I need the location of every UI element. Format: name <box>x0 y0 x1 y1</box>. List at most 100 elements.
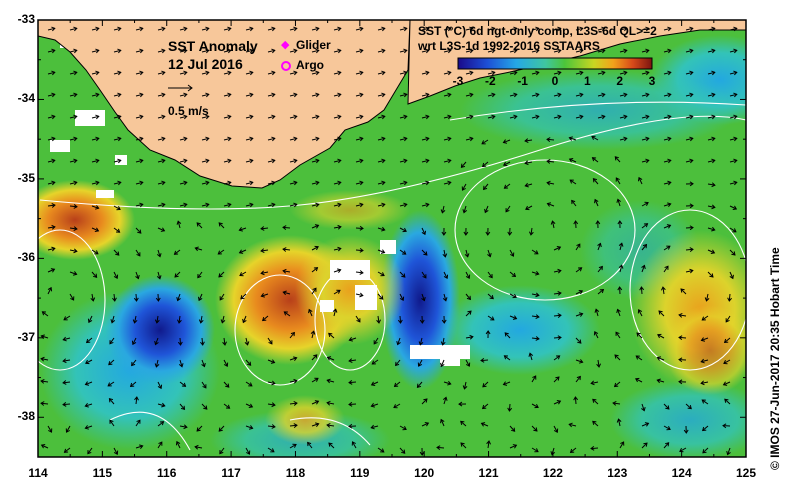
current-vector <box>442 337 445 345</box>
current-vector <box>727 447 731 455</box>
current-vector <box>135 159 143 163</box>
current-vector-head <box>487 252 492 258</box>
current-vector <box>614 156 621 163</box>
current-vector <box>663 93 671 97</box>
current-vector <box>441 205 445 213</box>
lon-tick-label: 122 <box>542 466 563 480</box>
current-vector-head <box>458 401 463 407</box>
current-vector-head <box>590 380 595 386</box>
current-vector <box>245 359 252 366</box>
current-vector <box>333 269 341 273</box>
current-vector-head <box>227 158 232 164</box>
current-vector <box>509 71 517 75</box>
current-vector-head <box>592 398 597 403</box>
current-vector-head <box>95 158 100 164</box>
current-vector-head <box>109 419 114 424</box>
current-vector <box>373 337 379 345</box>
current-vector <box>531 249 539 255</box>
current-vector <box>419 337 423 345</box>
current-vector <box>283 291 291 295</box>
current-vector-head <box>117 26 122 32</box>
current-vector <box>355 115 363 119</box>
current-vector <box>195 247 203 251</box>
current-vector-head <box>348 401 353 407</box>
current-vector-head <box>573 396 579 401</box>
current-vector <box>531 447 539 453</box>
current-vector <box>729 181 737 185</box>
current-vector-head <box>442 253 448 258</box>
current-vector-head <box>271 114 276 120</box>
lon-tick-label: 125 <box>735 466 757 480</box>
current-vector <box>619 71 627 75</box>
current-vector-head <box>351 441 356 446</box>
current-vector <box>135 137 143 141</box>
current-vector <box>724 398 731 405</box>
current-vector-head <box>183 26 188 32</box>
current-vector <box>575 49 583 53</box>
current-vector <box>200 315 203 323</box>
current-vector-head <box>271 202 276 208</box>
current-vector-head <box>62 380 67 385</box>
current-vector-head <box>202 384 207 389</box>
current-vector <box>311 287 317 295</box>
current-vector <box>289 27 297 31</box>
current-vector <box>86 337 93 343</box>
current-vector <box>685 71 693 75</box>
current-vector <box>594 331 599 339</box>
current-vector-head <box>196 427 201 432</box>
current-vector-head <box>293 92 298 98</box>
current-vector-head <box>711 48 716 54</box>
current-vector <box>311 354 318 361</box>
current-vector <box>371 425 379 429</box>
current-vector <box>440 419 445 427</box>
current-vector-head <box>328 332 333 337</box>
current-vector-head <box>40 356 45 362</box>
current-vector <box>327 424 335 427</box>
current-vector <box>157 403 165 407</box>
current-vector-head <box>503 355 509 360</box>
current-vector <box>641 422 649 427</box>
current-vector-head <box>219 296 224 301</box>
current-vector-head <box>732 228 737 233</box>
current-vector-head <box>502 139 508 144</box>
current-vector-head <box>667 92 672 98</box>
current-vector-head <box>183 180 188 186</box>
current-vector-head <box>502 161 508 167</box>
current-vector-head <box>63 316 68 321</box>
current-vector-head <box>337 70 342 76</box>
current-vector <box>531 403 539 408</box>
current-vector <box>377 137 385 141</box>
current-vector-head <box>481 140 486 145</box>
current-vector <box>245 425 253 429</box>
current-vector <box>590 447 599 450</box>
current-vector-head <box>313 267 319 272</box>
current-vector-head <box>711 158 716 164</box>
current-vector <box>443 271 448 279</box>
current-vector-head <box>282 290 287 296</box>
current-vector <box>201 159 209 163</box>
current-vector <box>487 27 495 31</box>
current-vector-head <box>260 248 265 254</box>
current-vector-head <box>557 268 562 274</box>
current-vector-head <box>442 396 448 401</box>
current-vector <box>135 419 141 427</box>
current-vector-head <box>524 182 529 188</box>
colorbar-tick-label: 0 <box>551 74 559 88</box>
current-vector <box>636 332 643 339</box>
ssh-contours <box>38 101 746 451</box>
current-vector-head <box>51 26 56 32</box>
current-vector-head <box>733 92 738 98</box>
current-vector-head <box>423 251 428 256</box>
current-vector-head <box>725 318 730 323</box>
current-vector <box>91 227 99 232</box>
current-vector <box>546 160 555 163</box>
current-vector-head <box>181 382 187 387</box>
current-vector-head <box>348 337 353 342</box>
current-vector-head <box>332 308 338 313</box>
current-vector <box>355 137 363 141</box>
current-vector <box>157 381 162 389</box>
current-vector-head <box>117 158 122 164</box>
current-vector-head <box>711 226 716 232</box>
current-vector-head <box>512 315 518 320</box>
current-vector-head <box>689 268 694 274</box>
